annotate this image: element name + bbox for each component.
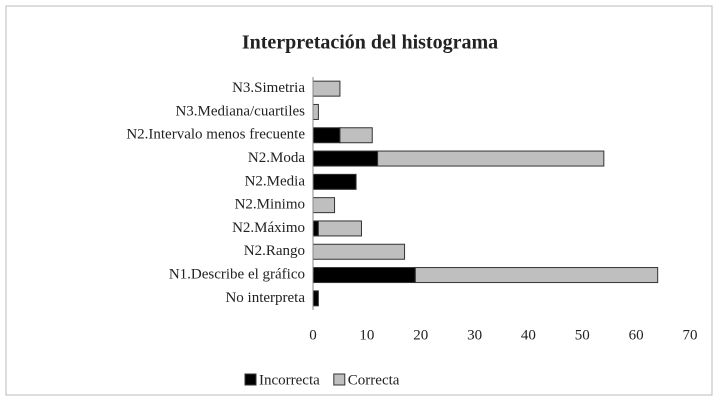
bar — [312, 150, 379, 167]
bar — [312, 267, 416, 284]
bar — [312, 80, 341, 97]
bar — [312, 127, 341, 144]
chart-border — [5, 5, 713, 396]
bar — [312, 103, 319, 120]
legend-label: Incorrecta — [259, 372, 320, 388]
legend-swatch — [244, 373, 257, 386]
x-tick-label: 60 — [629, 327, 644, 343]
bar — [312, 220, 319, 237]
bar — [312, 173, 357, 190]
y-tick-label: N2.Rango — [244, 243, 305, 259]
x-tick-label: 40 — [521, 327, 536, 343]
bar — [414, 267, 659, 284]
y-tick-label: N1.Describe el gráfico — [169, 266, 305, 282]
x-tick-label: 50 — [575, 327, 590, 343]
x-tick-label: 30 — [467, 327, 482, 343]
x-tick-label: 70 — [683, 327, 698, 343]
bar — [317, 220, 362, 237]
y-tick-label: No interpreta — [225, 290, 305, 306]
legend-swatch — [333, 373, 346, 386]
chart-title: Interpretación del histograma — [242, 32, 498, 54]
bar — [377, 150, 605, 167]
y-tick-label: N3.Mediana/cuartiles — [175, 103, 305, 119]
bar — [339, 127, 373, 144]
legend-label: Correcta — [348, 372, 400, 388]
x-tick-label: 20 — [413, 327, 428, 343]
y-tick-label: N3.Simetria — [232, 80, 305, 96]
x-tick-label: 0 — [309, 327, 317, 343]
y-tick-label: N2.Moda — [248, 150, 305, 166]
bar — [312, 290, 319, 307]
y-tick-label: N2.Intervalo menos frecuente — [126, 127, 305, 143]
bar — [312, 197, 336, 214]
bar — [312, 243, 406, 260]
y-tick-label: N2.Máximo — [232, 220, 305, 236]
y-tick-label: N2.Media — [245, 173, 306, 189]
x-tick-label: 10 — [359, 327, 374, 343]
y-tick-label: N2.Minimo — [235, 197, 305, 213]
